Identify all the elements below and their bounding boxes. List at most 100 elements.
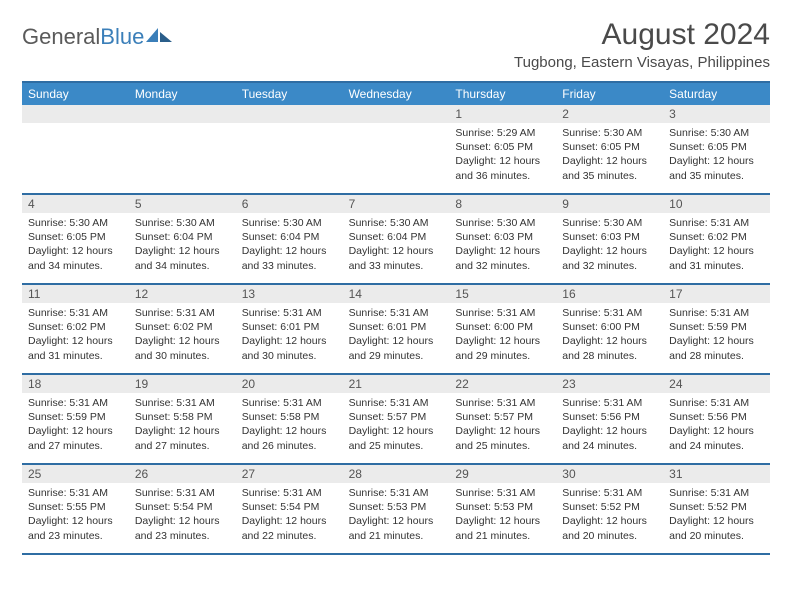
calendar-cell: 19Sunrise: 5:31 AMSunset: 5:58 PMDayligh… bbox=[129, 375, 236, 463]
cell-body: Sunrise: 5:31 AMSunset: 5:53 PMDaylight:… bbox=[343, 483, 450, 547]
cell-body: Sunrise: 5:31 AMSunset: 6:01 PMDaylight:… bbox=[343, 303, 450, 367]
cell-body: Sunrise: 5:29 AMSunset: 6:05 PMDaylight:… bbox=[449, 123, 556, 187]
sunrise-line: Sunrise: 5:31 AM bbox=[562, 396, 657, 410]
daylight-line: Daylight: 12 hours and 34 minutes. bbox=[28, 244, 123, 272]
sunset-line: Sunset: 6:03 PM bbox=[562, 230, 657, 244]
day-number: 2 bbox=[556, 105, 663, 123]
day-number: 3 bbox=[663, 105, 770, 123]
calendar-cell: 11Sunrise: 5:31 AMSunset: 6:02 PMDayligh… bbox=[22, 285, 129, 373]
cell-body: Sunrise: 5:31 AMSunset: 5:55 PMDaylight:… bbox=[22, 483, 129, 547]
cell-body: Sunrise: 5:31 AMSunset: 5:56 PMDaylight:… bbox=[556, 393, 663, 457]
daylight-line: Daylight: 12 hours and 33 minutes. bbox=[242, 244, 337, 272]
sunrise-line: Sunrise: 5:30 AM bbox=[135, 216, 230, 230]
sunset-line: Sunset: 6:00 PM bbox=[562, 320, 657, 334]
cell-body: Sunrise: 5:30 AMSunset: 6:04 PMDaylight:… bbox=[129, 213, 236, 277]
sunrise-line: Sunrise: 5:31 AM bbox=[135, 396, 230, 410]
sunset-line: Sunset: 6:04 PM bbox=[349, 230, 444, 244]
daylight-line: Daylight: 12 hours and 24 minutes. bbox=[669, 424, 764, 452]
daylight-line: Daylight: 12 hours and 21 minutes. bbox=[349, 514, 444, 542]
sunset-line: Sunset: 6:05 PM bbox=[669, 140, 764, 154]
sunrise-line: Sunrise: 5:31 AM bbox=[669, 216, 764, 230]
day-number: 9 bbox=[556, 195, 663, 213]
daylight-line: Daylight: 12 hours and 28 minutes. bbox=[562, 334, 657, 362]
cell-body: Sunrise: 5:31 AMSunset: 6:02 PMDaylight:… bbox=[129, 303, 236, 367]
day-header: Saturday bbox=[663, 83, 770, 105]
cell-body: Sunrise: 5:31 AMSunset: 6:00 PMDaylight:… bbox=[449, 303, 556, 367]
sunrise-line: Sunrise: 5:31 AM bbox=[349, 306, 444, 320]
day-header: Monday bbox=[129, 83, 236, 105]
cell-body: Sunrise: 5:31 AMSunset: 6:02 PMDaylight:… bbox=[22, 303, 129, 367]
cell-body: Sunrise: 5:30 AMSunset: 6:04 PMDaylight:… bbox=[343, 213, 450, 277]
cell-body: Sunrise: 5:31 AMSunset: 5:57 PMDaylight:… bbox=[449, 393, 556, 457]
calendar-cell: 28Sunrise: 5:31 AMSunset: 5:53 PMDayligh… bbox=[343, 465, 450, 553]
calendar-cell: 24Sunrise: 5:31 AMSunset: 5:56 PMDayligh… bbox=[663, 375, 770, 463]
calendar-cell: 6Sunrise: 5:30 AMSunset: 6:04 PMDaylight… bbox=[236, 195, 343, 283]
day-number: 25 bbox=[22, 465, 129, 483]
day-headers-row: SundayMondayTuesdayWednesdayThursdayFrid… bbox=[22, 83, 770, 105]
sunset-line: Sunset: 6:01 PM bbox=[349, 320, 444, 334]
daylight-line: Daylight: 12 hours and 21 minutes. bbox=[455, 514, 550, 542]
sunrise-line: Sunrise: 5:30 AM bbox=[28, 216, 123, 230]
calendar-grid: SundayMondayTuesdayWednesdayThursdayFrid… bbox=[22, 81, 770, 555]
day-number: 13 bbox=[236, 285, 343, 303]
calendar-cell: 3 Sunrise: 5:30 AMSunset: 6:05 PMDaylight… bbox=[663, 105, 770, 193]
week-row: 1Sunrise: 5:29 AMSunset: 6:05 PMDaylight… bbox=[22, 105, 770, 195]
daylight-line: Daylight: 12 hours and 35 minutes. bbox=[669, 154, 764, 182]
sunrise-line: Sunrise: 5:31 AM bbox=[455, 306, 550, 320]
daylight-line: Daylight: 12 hours and 31 minutes. bbox=[28, 334, 123, 362]
sunset-line: Sunset: 5:52 PM bbox=[562, 500, 657, 514]
cell-body bbox=[22, 123, 129, 130]
cell-body: Sunrise: 5:31 AMSunset: 6:00 PMDaylight:… bbox=[556, 303, 663, 367]
cell-body: Sunrise: 5:31 AMSunset: 5:56 PMDaylight:… bbox=[663, 393, 770, 457]
day-number: 17 bbox=[663, 285, 770, 303]
logo: GeneralBlue bbox=[22, 24, 172, 50]
daylight-line: Daylight: 12 hours and 23 minutes. bbox=[28, 514, 123, 542]
cell-body: Sunrise: 5:31 AMSunset: 5:59 PMDaylight:… bbox=[663, 303, 770, 367]
sunset-line: Sunset: 5:59 PM bbox=[28, 410, 123, 424]
sunset-line: Sunset: 6:05 PM bbox=[562, 140, 657, 154]
sunset-line: Sunset: 6:03 PM bbox=[455, 230, 550, 244]
sunrise-line: Sunrise: 5:31 AM bbox=[349, 486, 444, 500]
sunset-line: Sunset: 5:52 PM bbox=[669, 500, 764, 514]
day-number: 18 bbox=[22, 375, 129, 393]
sunrise-line: Sunrise: 5:30 AM bbox=[669, 126, 764, 140]
calendar-cell: 27Sunrise: 5:31 AMSunset: 5:54 PMDayligh… bbox=[236, 465, 343, 553]
day-number: 6 bbox=[236, 195, 343, 213]
calendar-cell: 4Sunrise: 5:30 AMSunset: 6:05 PMDaylight… bbox=[22, 195, 129, 283]
week-row: 25Sunrise: 5:31 AMSunset: 5:55 PMDayligh… bbox=[22, 465, 770, 555]
day-number bbox=[236, 105, 343, 123]
sunset-line: Sunset: 5:56 PM bbox=[562, 410, 657, 424]
day-header: Sunday bbox=[22, 83, 129, 105]
sunrise-line: Sunrise: 5:31 AM bbox=[135, 306, 230, 320]
calendar-cell: 20Sunrise: 5:31 AMSunset: 5:58 PMDayligh… bbox=[236, 375, 343, 463]
sunset-line: Sunset: 5:58 PM bbox=[242, 410, 337, 424]
daylight-line: Daylight: 12 hours and 27 minutes. bbox=[28, 424, 123, 452]
sunrise-line: Sunrise: 5:30 AM bbox=[562, 216, 657, 230]
day-number: 4 bbox=[22, 195, 129, 213]
cell-body: Sunrise: 5:30 AMSunset: 6:03 PMDaylight:… bbox=[556, 213, 663, 277]
day-number: 19 bbox=[129, 375, 236, 393]
cell-body bbox=[343, 123, 450, 130]
sunrise-line: Sunrise: 5:29 AM bbox=[455, 126, 550, 140]
day-number: 8 bbox=[449, 195, 556, 213]
day-number: 1 bbox=[449, 105, 556, 123]
sunset-line: Sunset: 5:53 PM bbox=[349, 500, 444, 514]
sunrise-line: Sunrise: 5:31 AM bbox=[242, 396, 337, 410]
day-number: 30 bbox=[556, 465, 663, 483]
daylight-line: Daylight: 12 hours and 27 minutes. bbox=[135, 424, 230, 452]
calendar-cell: 7Sunrise: 5:30 AMSunset: 6:04 PMDaylight… bbox=[343, 195, 450, 283]
daylight-line: Daylight: 12 hours and 35 minutes. bbox=[562, 154, 657, 182]
calendar-cell: 30Sunrise: 5:31 AMSunset: 5:52 PMDayligh… bbox=[556, 465, 663, 553]
cell-body bbox=[129, 123, 236, 130]
daylight-line: Daylight: 12 hours and 30 minutes. bbox=[242, 334, 337, 362]
day-number: 29 bbox=[449, 465, 556, 483]
day-number: 22 bbox=[449, 375, 556, 393]
sunrise-line: Sunrise: 5:31 AM bbox=[28, 396, 123, 410]
week-row: 4Sunrise: 5:30 AMSunset: 6:05 PMDaylight… bbox=[22, 195, 770, 285]
day-number bbox=[129, 105, 236, 123]
sunrise-line: Sunrise: 5:31 AM bbox=[242, 306, 337, 320]
daylight-line: Daylight: 12 hours and 30 minutes. bbox=[135, 334, 230, 362]
calendar-cell bbox=[236, 105, 343, 193]
calendar-cell bbox=[343, 105, 450, 193]
sunset-line: Sunset: 6:02 PM bbox=[669, 230, 764, 244]
